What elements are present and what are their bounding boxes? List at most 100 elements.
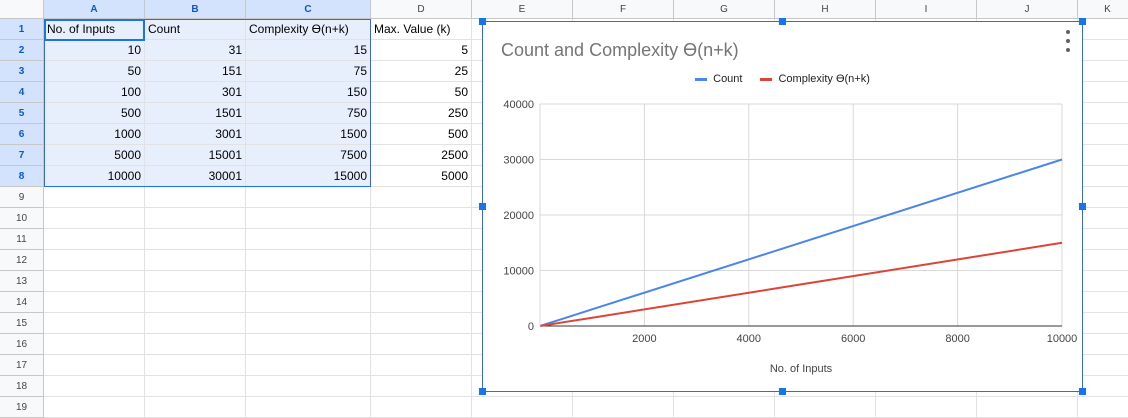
cell-k6[interactable] (1078, 124, 1128, 145)
cell-b8[interactable]: 30001 (145, 166, 246, 187)
cell-d11[interactable] (371, 229, 472, 250)
cell-a3[interactable]: 50 (44, 61, 145, 82)
chart-resize-handle-tr[interactable] (1079, 18, 1086, 25)
cell-d13[interactable] (371, 271, 472, 292)
cell-d1[interactable]: Max. Value (k) (371, 19, 472, 40)
row-header-2[interactable]: 2 (0, 40, 44, 61)
cell-k19[interactable] (1078, 397, 1128, 418)
cell-k4[interactable] (1078, 82, 1128, 103)
cell-k1[interactable] (1078, 19, 1128, 40)
cell-e19[interactable] (472, 397, 573, 418)
cell-a7[interactable]: 5000 (44, 145, 145, 166)
column-header-c[interactable]: C (246, 0, 371, 19)
cell-k10[interactable] (1078, 208, 1128, 229)
chart-title[interactable]: Count and Complexity ϴ(n+k) (501, 40, 739, 60)
cell-k15[interactable] (1078, 313, 1128, 334)
cell-c16[interactable] (246, 334, 371, 355)
cell-a2[interactable]: 10 (44, 40, 145, 61)
cell-b14[interactable] (145, 292, 246, 313)
cell-b2[interactable]: 31 (145, 40, 246, 61)
cell-i19[interactable] (876, 397, 977, 418)
cell-k14[interactable] (1078, 292, 1128, 313)
chart-resize-handle-mr[interactable] (1079, 203, 1086, 210)
row-header-1[interactable]: 1 (0, 19, 44, 40)
cell-d16[interactable] (371, 334, 472, 355)
row-header-12[interactable]: 12 (0, 250, 44, 271)
cell-b10[interactable] (145, 208, 246, 229)
row-header-14[interactable]: 14 (0, 292, 44, 313)
cell-d5[interactable]: 250 (371, 103, 472, 124)
cell-d10[interactable] (371, 208, 472, 229)
column-header-j[interactable]: J (977, 0, 1078, 19)
cell-g19[interactable] (674, 397, 775, 418)
cell-d15[interactable] (371, 313, 472, 334)
row-header-6[interactable]: 6 (0, 124, 44, 145)
row-header-7[interactable]: 7 (0, 145, 44, 166)
row-header-18[interactable]: 18 (0, 376, 44, 397)
cell-k7[interactable] (1078, 145, 1128, 166)
row-header-17[interactable]: 17 (0, 355, 44, 376)
cell-b17[interactable] (145, 355, 246, 376)
row-header-9[interactable]: 9 (0, 187, 44, 208)
cell-c7[interactable]: 7500 (246, 145, 371, 166)
cell-c4[interactable]: 150 (246, 82, 371, 103)
row-header-16[interactable]: 16 (0, 334, 44, 355)
select-all-corner[interactable] (0, 0, 44, 19)
cell-k9[interactable] (1078, 187, 1128, 208)
row-header-8[interactable]: 8 (0, 166, 44, 187)
cell-b7[interactable]: 15001 (145, 145, 246, 166)
cell-a5[interactable]: 500 (44, 103, 145, 124)
cell-a4[interactable]: 100 (44, 82, 145, 103)
cell-d4[interactable]: 50 (371, 82, 472, 103)
cell-c10[interactable] (246, 208, 371, 229)
cell-a18[interactable] (44, 376, 145, 397)
cell-b4[interactable]: 301 (145, 82, 246, 103)
cell-d17[interactable] (371, 355, 472, 376)
chart[interactable]: Count and Complexity ϴ(n+k) Count Comple… (482, 21, 1083, 392)
cell-c8[interactable]: 15000 (246, 166, 371, 187)
row-header-19[interactable]: 19 (0, 397, 44, 418)
cell-d14[interactable] (371, 292, 472, 313)
row-header-13[interactable]: 13 (0, 271, 44, 292)
cell-d7[interactable]: 2500 (371, 145, 472, 166)
cell-k11[interactable] (1078, 229, 1128, 250)
column-header-h[interactable]: H (775, 0, 876, 19)
cell-b11[interactable] (145, 229, 246, 250)
chart-resize-handle-bl[interactable] (479, 388, 486, 395)
cell-c13[interactable] (246, 271, 371, 292)
row-header-3[interactable]: 3 (0, 61, 44, 82)
cell-c5[interactable]: 750 (246, 103, 371, 124)
cell-a16[interactable] (44, 334, 145, 355)
cell-d2[interactable]: 5 (371, 40, 472, 61)
column-header-b[interactable]: B (145, 0, 246, 19)
cell-b15[interactable] (145, 313, 246, 334)
column-header-e[interactable]: E (472, 0, 573, 19)
cell-d8[interactable]: 5000 (371, 166, 472, 187)
cell-k16[interactable] (1078, 334, 1128, 355)
row-header-5[interactable]: 5 (0, 103, 44, 124)
cell-h19[interactable] (775, 397, 876, 418)
cell-j19[interactable] (977, 397, 1078, 418)
row-header-4[interactable]: 4 (0, 82, 44, 103)
chart-resize-handle-br[interactable] (1079, 388, 1086, 395)
chart-resize-handle-ml[interactable] (479, 203, 486, 210)
column-header-a[interactable]: A (44, 0, 145, 19)
cell-b19[interactable] (145, 397, 246, 418)
cell-a14[interactable] (44, 292, 145, 313)
cell-b18[interactable] (145, 376, 246, 397)
cell-b6[interactable]: 3001 (145, 124, 246, 145)
column-header-g[interactable]: G (674, 0, 775, 19)
cell-d19[interactable] (371, 397, 472, 418)
cell-a10[interactable] (44, 208, 145, 229)
cell-c2[interactable]: 15 (246, 40, 371, 61)
cell-c12[interactable] (246, 250, 371, 271)
chart-resize-handle-tc[interactable] (779, 18, 786, 25)
cell-k5[interactable] (1078, 103, 1128, 124)
cell-a1[interactable]: No. of Inputs (44, 19, 145, 40)
cell-d6[interactable]: 500 (371, 124, 472, 145)
cell-k18[interactable] (1078, 376, 1128, 397)
cell-a8[interactable]: 10000 (44, 166, 145, 187)
cell-k13[interactable] (1078, 271, 1128, 292)
chart-resize-handle-tl[interactable] (479, 18, 486, 25)
cell-k3[interactable] (1078, 61, 1128, 82)
